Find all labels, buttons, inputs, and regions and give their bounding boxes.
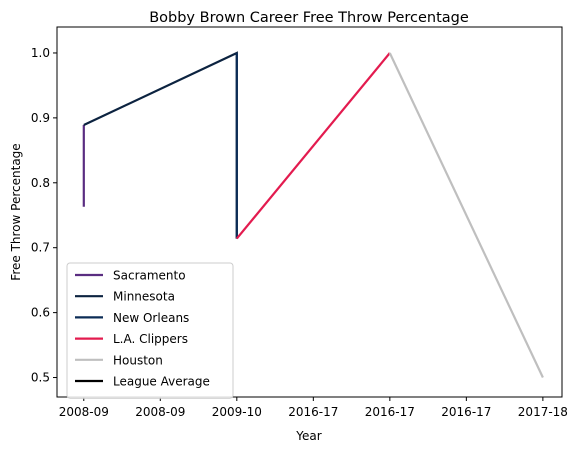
x-tick-label: 2008-09 xyxy=(59,405,109,419)
y-axis-label: Free Throw Percentage xyxy=(9,143,23,280)
x-tick-label: 2016-17 xyxy=(365,405,415,419)
legend-label: Minnesota xyxy=(113,290,175,304)
legend-label: New Orleans xyxy=(113,311,189,325)
y-axis: 0.5 0.6 0.7 0.8 0.9 1.0 xyxy=(31,46,57,385)
x-tick-label: 2008-09 xyxy=(135,405,185,419)
legend-box xyxy=(66,262,234,399)
x-tick-label: 2016-17 xyxy=(441,405,491,419)
legend-label: League Average xyxy=(113,375,210,389)
legend-label: Sacramento xyxy=(113,269,186,283)
x-axis: 2008-09 2008-09 2009-10 2016-17 2016-17 2016-… xyxy=(59,397,568,419)
y-tick-label: 0.9 xyxy=(31,111,50,125)
chart-title: Bobby Brown Career Free Throw Percentage xyxy=(149,10,469,26)
y-tick-label: 0.6 xyxy=(31,306,50,320)
legend-label: Houston xyxy=(113,353,163,367)
x-tick-label: 2009-10 xyxy=(212,405,262,419)
y-tick-label: 0.8 xyxy=(31,176,50,190)
y-tick-label: 0.7 xyxy=(31,241,50,255)
legend: Sacramento Minnesota New Orleans L.A. Clipp… xyxy=(66,262,234,399)
y-tick-label: 0.5 xyxy=(31,371,50,385)
y-tick-label: 1.0 xyxy=(31,46,50,60)
series-line-4 xyxy=(388,52,544,378)
x-axis-label: Year xyxy=(295,429,321,443)
series-line-3 xyxy=(235,52,391,240)
series-layer xyxy=(82,51,544,378)
x-tick-label: 2017-18 xyxy=(518,405,568,419)
x-tick-label: 2016-17 xyxy=(288,405,338,419)
legend-label: L.A. Clippers xyxy=(113,332,188,346)
